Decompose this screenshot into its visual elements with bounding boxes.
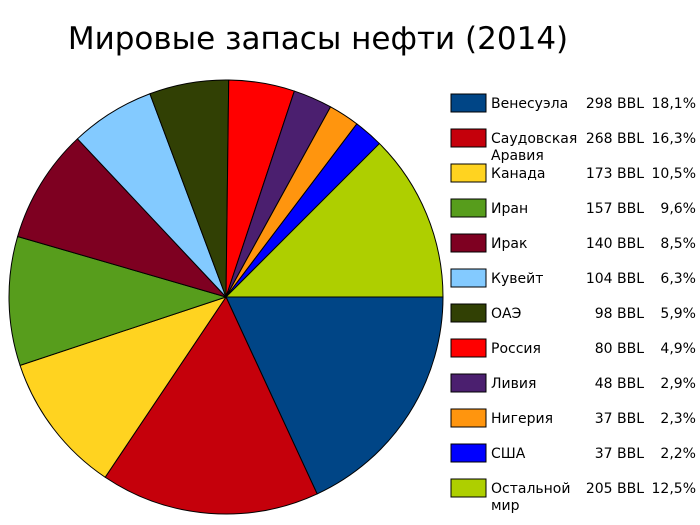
legend-label: Венесуэла <box>491 96 568 112</box>
legend-item: ОАЭ 98 BBL 5,9% <box>450 303 696 323</box>
legend-swatch <box>450 478 487 498</box>
legend-label: Саудовская Аравия <box>491 131 577 164</box>
legend-label: Канада <box>491 166 546 182</box>
legend-item: Ливия 48 BBL 2,9% <box>450 373 696 393</box>
legend-item: Ирак 140 BBL 8,5% <box>450 233 696 253</box>
legend-percent: 10,5% <box>652 166 696 182</box>
legend-swatch <box>450 198 487 218</box>
legend-swatch <box>450 233 487 253</box>
legend-percent: 5,9% <box>660 306 696 322</box>
pie-slice <box>225 296 444 495</box>
legend-reserve: 98 BBL <box>595 306 644 322</box>
legend-label: Кувейт <box>491 271 543 287</box>
legend-label: Ливия <box>491 376 536 392</box>
legend-swatch <box>450 303 487 323</box>
legend-item: Канада 173 BBL 10,5% <box>450 163 696 183</box>
legend: Венесуэла 298 BBL 18,1% Саудовская Аравия 268… <box>450 93 696 514</box>
legend-reserve: 80 BBL <box>595 341 644 357</box>
legend-reserve: 140 BBL <box>586 236 644 252</box>
legend-reserve: 48 BBL <box>595 376 644 392</box>
legend-label: США <box>491 446 526 462</box>
legend-item: Кувейт 104 BBL 6,3% <box>450 268 696 288</box>
legend-item: США 37 BBL 2,2% <box>450 443 696 463</box>
legend-reserve: 173 BBL <box>586 166 644 182</box>
legend-swatch <box>450 163 487 183</box>
legend-item: Саудовская Аравия 268 BBL 16,3% <box>450 128 696 164</box>
legend-reserve: 157 BBL <box>586 201 644 217</box>
legend-percent: 8,5% <box>660 236 696 252</box>
legend-reserve: 268 BBL <box>586 131 644 147</box>
legend-reserve: 298 BBL <box>586 96 644 112</box>
legend-reserve: 205 BBL <box>586 481 644 497</box>
legend-reserve: 37 BBL <box>595 411 644 427</box>
legend-label: ОАЭ <box>491 306 521 322</box>
legend-swatch <box>450 338 487 358</box>
legend-label: Остальной мир <box>491 481 570 514</box>
pie-slice <box>104 296 318 515</box>
legend-label: Россия <box>491 341 541 357</box>
legend-percent: 18,1% <box>652 96 696 112</box>
legend-swatch <box>450 93 487 113</box>
legend-percent: 2,2% <box>660 446 696 462</box>
legend-swatch <box>450 373 487 393</box>
legend-swatch <box>450 443 487 463</box>
legend-percent: 12,5% <box>652 481 696 497</box>
legend-reserve: 37 BBL <box>595 446 644 462</box>
chart-title: Мировые запасы нефти (2014) <box>68 21 568 57</box>
legend-reserve: 104 BBL <box>586 271 644 287</box>
legend-percent: 4,9% <box>660 341 696 357</box>
legend-item: Венесуэла 298 BBL 18,1% <box>450 93 696 113</box>
legend-percent: 2,3% <box>660 411 696 427</box>
legend-label: Иран <box>491 201 528 217</box>
legend-percent: 16,3% <box>652 131 696 147</box>
legend-percent: 6,3% <box>660 271 696 287</box>
pie-slice <box>8 235 227 366</box>
legend-swatch <box>450 408 487 428</box>
legend-percent: 9,6% <box>660 201 696 217</box>
pie-slice <box>225 143 444 298</box>
legend-label: Ирак <box>491 236 527 252</box>
legend-item: Россия 80 BBL 4,9% <box>450 338 696 358</box>
legend-percent: 2,9% <box>660 376 696 392</box>
legend-swatch <box>450 268 487 288</box>
legend-item: Остальной мир 205 BBL 12,5% <box>450 478 696 514</box>
legend-swatch <box>450 128 487 148</box>
pie-slice <box>17 138 227 298</box>
legend-label: Нигерия <box>491 411 553 427</box>
legend-item: Нигерия 37 BBL 2,3% <box>450 408 696 428</box>
pie-slices <box>8 79 444 515</box>
pie-slice <box>19 296 227 478</box>
legend-item: Иран 157 BBL 9,6% <box>450 198 696 218</box>
